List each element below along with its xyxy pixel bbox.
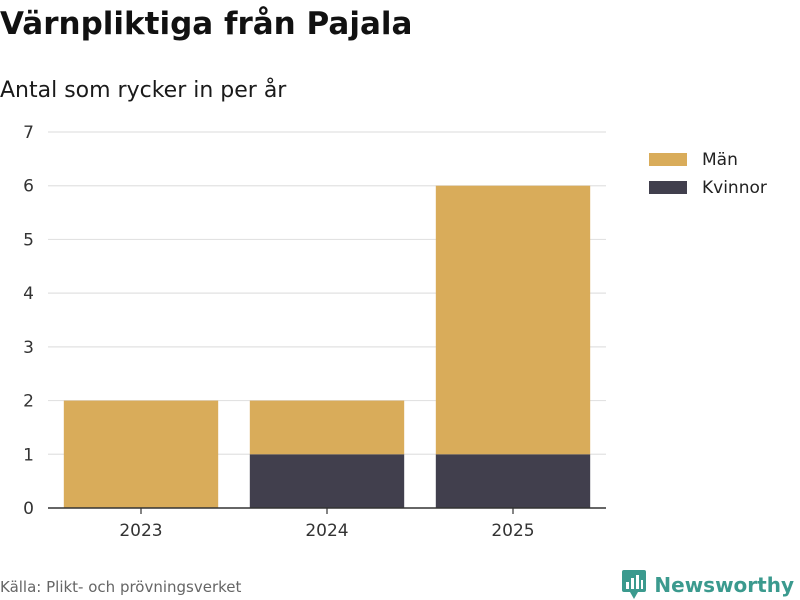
chart-title: Värnpliktiga från Pajala <box>0 6 413 42</box>
bar-män-2023 <box>63 400 219 508</box>
x-tick-label: 2025 <box>491 521 534 541</box>
y-tick-label: 0 <box>23 499 34 519</box>
axes: 0 1 2 3 4 5 6 7 2023 2024 2025 <box>23 123 606 541</box>
y-tick-label: 7 <box>23 123 34 143</box>
y-tick-label: 1 <box>23 445 34 465</box>
bar-kvinnor-2025 <box>435 454 591 508</box>
legend-swatch-män <box>649 153 687 166</box>
y-tick-label: 3 <box>23 338 34 358</box>
y-tick-label: 2 <box>23 392 34 412</box>
brand-name: Newsworthy <box>654 573 794 597</box>
newsworthy-logo: Newsworthy <box>622 570 794 600</box>
y-tick-label: 4 <box>23 284 34 304</box>
bar-män-2025 <box>435 185 591 455</box>
bar-män-2024 <box>249 400 405 455</box>
legend-swatch-kvinnor <box>649 181 687 194</box>
x-tick-label: 2024 <box>305 521 348 541</box>
legend: Män Kvinnor <box>649 150 767 198</box>
y-tick-label: 6 <box>23 177 34 197</box>
bars <box>63 185 591 508</box>
source-note: Källa: Plikt- och prövningsverket <box>0 578 242 596</box>
x-tick-label: 2023 <box>119 521 162 541</box>
y-tick-label: 5 <box>23 230 34 250</box>
legend-label-män: Män <box>702 150 738 170</box>
legend-label-kvinnor: Kvinnor <box>702 178 767 198</box>
chart-subtitle: Antal som rycker in per år <box>0 78 287 103</box>
bar-kvinnor-2024 <box>249 454 405 508</box>
stacked-bar-chart: 0 1 2 3 4 5 6 7 2023 2024 2025 Män Kvinnor <box>23 123 767 541</box>
bar-chart-speech-icon <box>622 570 647 599</box>
